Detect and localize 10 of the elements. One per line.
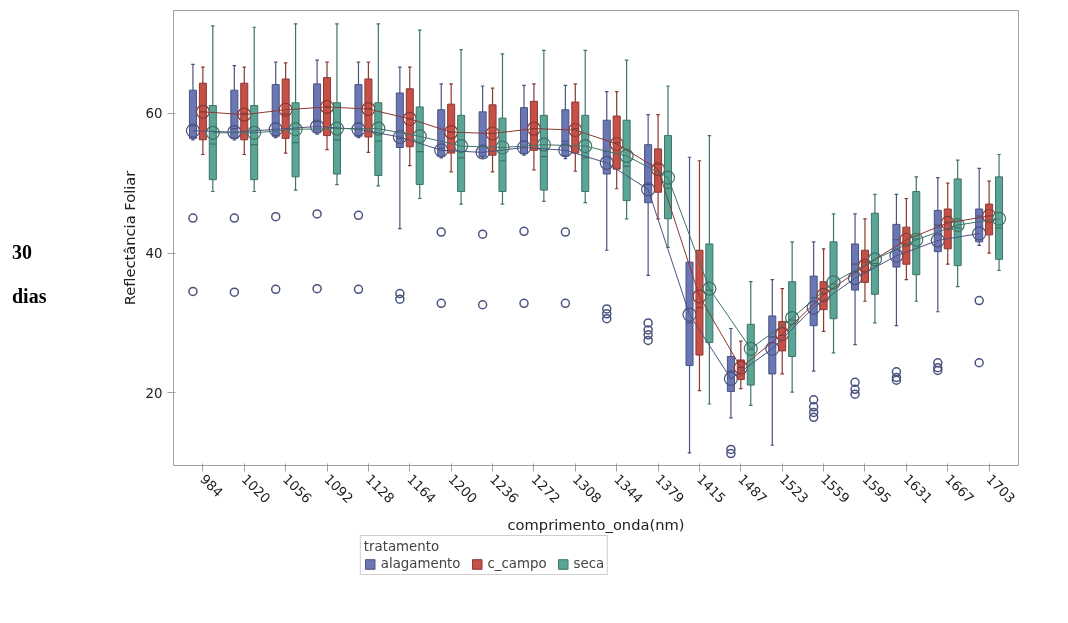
legend-label: c_campo xyxy=(487,556,547,571)
legend-title: tratamento xyxy=(363,539,441,554)
y-tick-label: 20 xyxy=(145,385,163,401)
x-axis-title: comprimento_onda(nm) xyxy=(507,515,685,533)
legend-label: seca xyxy=(573,556,605,571)
y-tick-label: 60 xyxy=(145,106,163,122)
legend-label: alagamento xyxy=(380,556,461,571)
y-axis-title: Reflectância Foliar xyxy=(120,169,138,306)
text: 30 dias xyxy=(12,240,47,309)
y-tick-label: 40 xyxy=(145,246,163,262)
